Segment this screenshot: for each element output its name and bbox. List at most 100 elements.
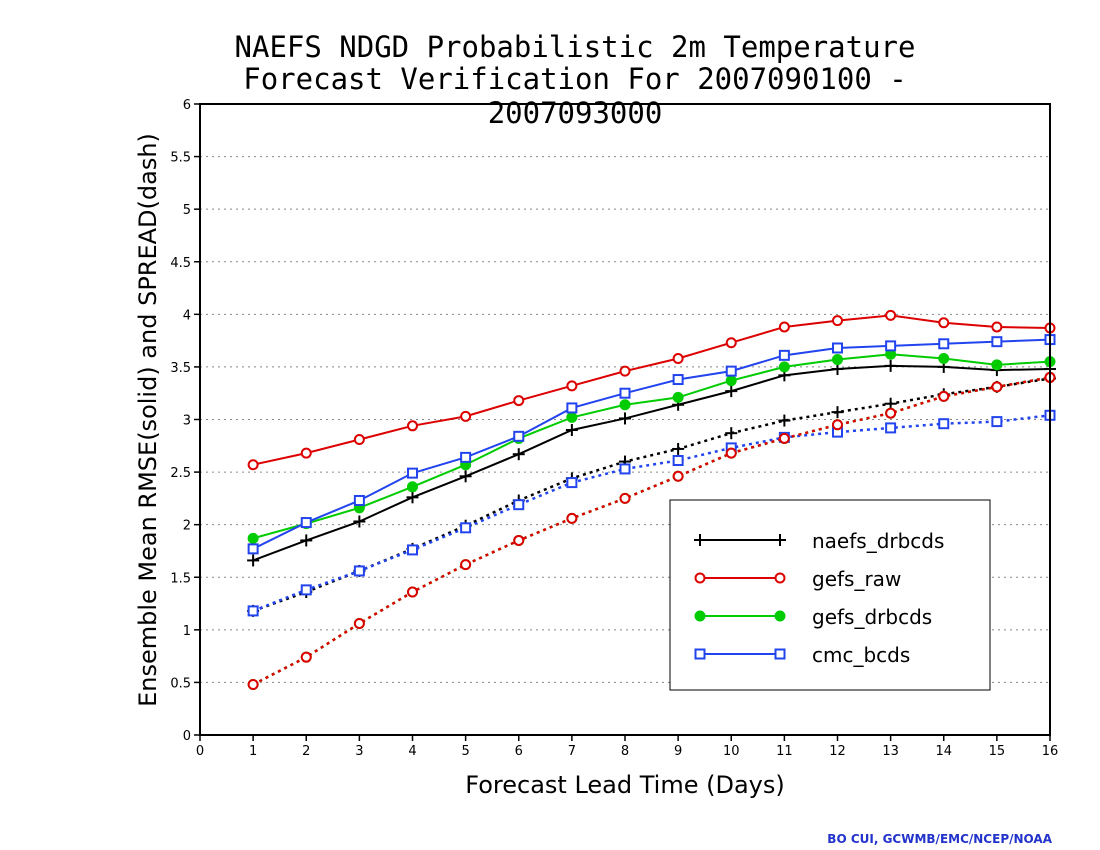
cmc_bcds-spread-point — [938, 418, 950, 430]
cmc_bcds-spread-point — [672, 455, 684, 467]
x-tick-label: 5 — [461, 744, 469, 759]
gefs_raw-spread-point — [725, 447, 737, 459]
gefs_drbcds-rmse-point — [832, 354, 843, 366]
legend: naefs_drbcds gefs_raw gefs_drbcds cmc_bcds — [669, 499, 991, 691]
x-tick-label: 2 — [302, 744, 310, 759]
y-tick-label: 2.5 — [170, 466, 191, 481]
gefs_raw-spread-point — [672, 470, 684, 482]
y-tick-label: 0.5 — [170, 676, 191, 691]
y-tick-label: 5.5 — [170, 151, 191, 166]
x-tick-label: 10 — [723, 744, 740, 759]
cmc_bcds-rmse-point — [513, 430, 525, 442]
y-tick-label: 4.5 — [170, 256, 191, 271]
gefs_raw-rmse-point — [247, 459, 259, 471]
cmc_bcds-spread-point — [353, 565, 365, 577]
cmc_bcds-rmse-point — [460, 451, 472, 463]
gefs_raw-spread-point — [300, 651, 312, 663]
gefs_raw-rmse-point — [885, 309, 897, 321]
x-tick-label: 0 — [196, 744, 204, 759]
gefs_raw-rmse-point — [513, 395, 525, 407]
y-axis-label: Ensemble Mean RMSE(solid) and SPREAD(das… — [134, 133, 162, 707]
gefs_drbcds-rmse-point — [725, 375, 737, 387]
gefs_raw-rmse-point — [832, 315, 843, 327]
naefs_drbcds-spread-point — [725, 427, 738, 440]
gefs_raw-rmse-line — [252, 314, 1051, 466]
cmc_bcds-rmse-point — [725, 365, 737, 377]
gefs_raw-rmse-point — [407, 420, 418, 432]
x-tick-label: 4 — [408, 744, 416, 759]
credit-text: BO CUI, GCWMB/EMC/NCEP/NOAA — [827, 832, 1052, 846]
cmc_bcds-rmse-series — [247, 334, 1056, 555]
legend-marker-right — [774, 572, 786, 584]
naefs_drbcds-spread-point — [831, 406, 844, 419]
series-layer — [247, 309, 1056, 691]
legend-label: naefs_drbcds — [812, 529, 944, 553]
cmc_bcds-rmse-point — [885, 340, 897, 352]
gefs_drbcds-rmse-point — [566, 411, 578, 423]
cmc_bcds-spread-point — [513, 499, 525, 511]
cmc_bcds-rmse-point — [938, 338, 950, 350]
cmc_bcds-rmse-point — [619, 387, 631, 399]
legend-label: gefs_drbcds — [812, 605, 932, 629]
gefs_raw-spread-point — [778, 432, 790, 444]
y-tick-label: 3.5 — [170, 361, 191, 376]
gefs_drbcds-rmse-point — [407, 481, 418, 493]
gefs_drbcds-rmse-point — [247, 532, 259, 544]
legend-marker-left — [694, 534, 706, 546]
y-axis-ticks: 0 0.5 1 1.5 2 2.5 3 3.5 4 4.5 5 5.5 6 — [170, 98, 200, 744]
legend-label: cmc_bcds — [812, 643, 910, 667]
cmc_bcds-rmse-point — [300, 517, 312, 529]
cmc_bcds-spread-point — [460, 522, 472, 534]
naefs_drbcds-rmse-point — [725, 385, 738, 398]
gefs_raw-spread-point — [619, 492, 631, 504]
cmc_bcds-rmse-point — [832, 342, 843, 354]
naefs_drbcds-rmse-point — [300, 534, 313, 547]
naefs_drbcds-rmse-point — [353, 515, 366, 528]
cmc_bcds-spread-point — [619, 463, 631, 475]
cmc_bcds-rmse-point — [566, 402, 578, 414]
gefs_raw-rmse-series — [247, 309, 1056, 471]
cmc_bcds-rmse-point — [778, 349, 790, 361]
x-tick-label: 6 — [515, 744, 523, 759]
cmc_bcds-rmse-point — [672, 374, 684, 386]
gefs_raw-spread-point — [513, 534, 525, 546]
cmc_bcds-spread-point — [300, 584, 312, 596]
naefs_drbcds-rmse-point — [565, 424, 578, 437]
chart-title-line1: NAEFS NDGD Probabilistic 2m Temperature — [234, 30, 916, 64]
gefs_raw-rmse-point — [566, 380, 578, 392]
legend-label: gefs_raw — [812, 567, 901, 591]
x-axis-label: Forecast Lead Time (Days) — [465, 771, 784, 799]
y-tick-label: 3 — [183, 414, 191, 429]
y-tick-label: 4 — [183, 308, 191, 323]
legend-marker-right — [774, 610, 786, 622]
x-tick-label: 8 — [621, 744, 629, 759]
gefs_drbcds-rmse-point — [619, 399, 631, 411]
x-tick-label: 15 — [989, 744, 1006, 759]
legend-marker-left — [694, 572, 706, 584]
x-tick-label: 16 — [1042, 744, 1059, 759]
legend-item-gefs_raw: gefs_raw — [694, 567, 901, 591]
gefs_raw-rmse-point — [672, 353, 684, 365]
x-tick-label: 12 — [829, 744, 846, 759]
cmc_bcds-spread-point — [407, 544, 418, 556]
cmc_bcds-rmse-point — [991, 336, 1003, 348]
naefs_drbcds-spread-point — [672, 442, 685, 455]
gefs_raw-spread-point — [885, 407, 897, 419]
gefs_raw-rmse-point — [725, 337, 737, 349]
gefs_raw-spread-point — [566, 512, 578, 524]
x-tick-label: 3 — [355, 744, 363, 759]
cmc_bcds-spread-point — [566, 477, 578, 489]
naefs_drbcds-rmse-point — [619, 412, 631, 425]
naefs_drbcds-rmse-point — [406, 491, 419, 504]
naefs_drbcds-rmse-point — [884, 359, 897, 372]
gefs_raw-rmse-point — [991, 321, 1003, 333]
y-tick-label: 6 — [183, 98, 191, 113]
cmc_bcds-spread-point — [885, 422, 897, 434]
y-tick-label: 5 — [183, 203, 191, 218]
x-tick-label: 13 — [882, 744, 899, 759]
gefs_drbcds-rmse-point — [991, 359, 1003, 371]
y-tick-label: 0 — [183, 729, 191, 744]
legend-marker-left — [694, 610, 706, 622]
naefs_drbcds-rmse-point — [512, 448, 525, 461]
